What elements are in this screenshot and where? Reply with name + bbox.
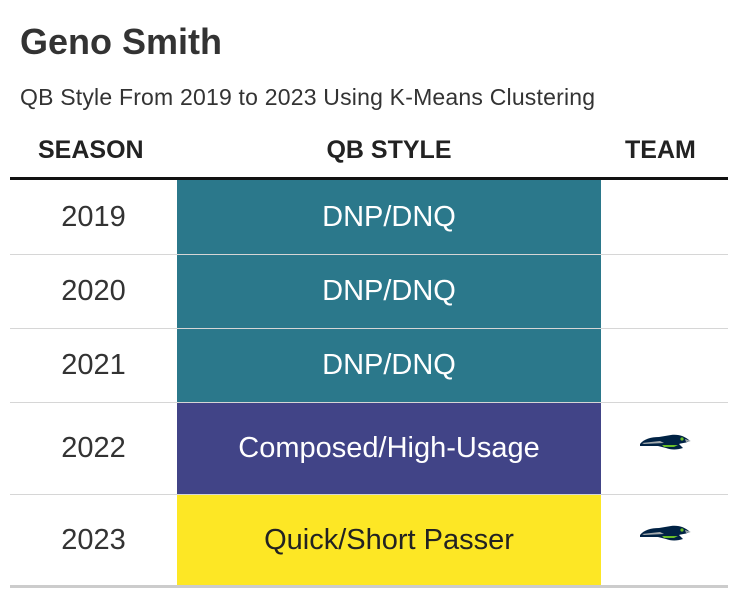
- qb-style-cell: Quick/Short Passer: [177, 495, 601, 585]
- column-header-team: TEAM: [625, 136, 696, 164]
- team-cell: [601, 255, 728, 328]
- season-cell: 2019: [61, 200, 126, 233]
- column-header-season: SEASON: [38, 136, 144, 164]
- seahawks-logo-icon: [638, 431, 692, 455]
- qb-style-cell: DNP/DNQ: [177, 255, 601, 328]
- column-header-qb-style: QB STYLE: [326, 136, 452, 164]
- qb-style-cell: DNP/DNQ: [177, 180, 601, 254]
- seahawks-logo-icon: [638, 522, 692, 546]
- team-cell: [601, 403, 728, 494]
- season-cell: 2022: [61, 432, 126, 464]
- table-row: 2022 Composed/High-Usage: [10, 403, 728, 495]
- qb-style-cell: Composed/High-Usage: [177, 403, 601, 494]
- table-row: 2023 Quick/Short Passer: [10, 495, 728, 588]
- team-cell: [601, 180, 728, 254]
- season-cell: 2021: [61, 349, 126, 381]
- season-cell: 2020: [61, 275, 126, 307]
- header-divider: [10, 177, 728, 180]
- team-cell: [601, 329, 728, 402]
- chart-subtitle: QB Style From 2019 to 2023 Using K-Means…: [20, 84, 596, 110]
- team-cell: [601, 495, 728, 585]
- table-header: SEASON QB STYLE TEAM: [10, 132, 728, 168]
- table-row: 2021 DNP/DNQ: [10, 329, 728, 403]
- table-row: 2019 DNP/DNQ: [10, 180, 728, 255]
- qb-style-cell: DNP/DNQ: [177, 329, 601, 402]
- chart-title: Geno Smith: [20, 21, 223, 62]
- table-row: 2020 DNP/DNQ: [10, 255, 728, 329]
- season-cell: 2023: [61, 523, 126, 556]
